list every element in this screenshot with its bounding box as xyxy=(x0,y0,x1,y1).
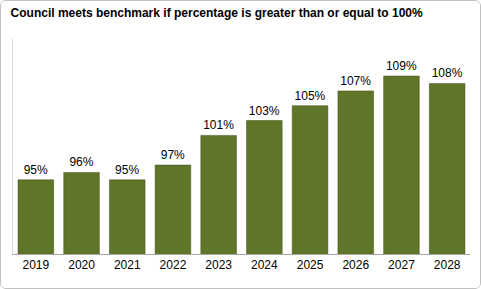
svg-text:2028: 2028 xyxy=(434,258,461,272)
svg-text:2020: 2020 xyxy=(68,258,95,272)
svg-text:2026: 2026 xyxy=(342,258,369,272)
svg-text:2019: 2019 xyxy=(22,258,49,272)
svg-text:108%: 108% xyxy=(432,66,463,80)
svg-text:97%: 97% xyxy=(161,148,185,162)
svg-text:2022: 2022 xyxy=(160,258,187,272)
svg-text:2024: 2024 xyxy=(251,258,278,272)
svg-text:95%: 95% xyxy=(24,163,48,177)
svg-text:109%: 109% xyxy=(386,59,417,73)
svg-text:2021: 2021 xyxy=(114,258,141,272)
svg-text:107%: 107% xyxy=(340,74,371,88)
svg-text:2023: 2023 xyxy=(205,258,232,272)
svg-text:96%: 96% xyxy=(69,155,93,169)
svg-text:101%: 101% xyxy=(203,118,234,132)
svg-text:95%: 95% xyxy=(115,163,139,177)
svg-text:105%: 105% xyxy=(295,89,326,103)
svg-text:2027: 2027 xyxy=(388,258,415,272)
svg-text:2025: 2025 xyxy=(297,258,324,272)
svg-text:Council meets benchmark if per: Council meets benchmark if percentage is… xyxy=(11,6,423,20)
svg-text:103%: 103% xyxy=(249,104,280,118)
